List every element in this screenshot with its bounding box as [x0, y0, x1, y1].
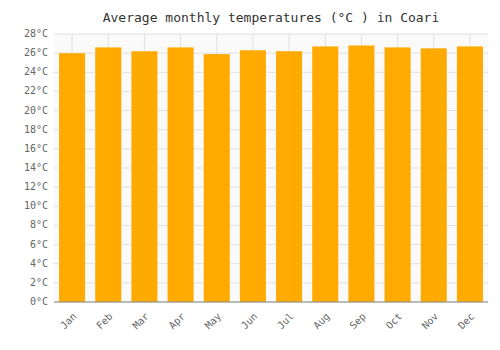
bar [59, 53, 85, 302]
y-tick-label: 12°C [24, 181, 48, 192]
bars [59, 45, 483, 302]
bar [131, 51, 157, 302]
bar [95, 47, 121, 302]
x-tick-label: Oct [384, 311, 405, 332]
x-tick-label: Jul [275, 311, 296, 332]
grid [54, 34, 488, 302]
y-tick-label: 0°C [30, 296, 48, 307]
y-tick-label: 18°C [24, 124, 48, 135]
page: {"chart_data": {"type": "bar", "title": … [0, 0, 500, 350]
y-tick-label: 26°C [24, 47, 48, 58]
bar [204, 54, 230, 302]
y-grid-line [54, 34, 488, 35]
bar [457, 46, 483, 302]
bar [168, 47, 194, 302]
y-grid-line [54, 302, 488, 303]
bar [385, 47, 411, 302]
x-tick-label: May [203, 311, 224, 332]
bar [240, 50, 266, 302]
bar [421, 48, 447, 302]
y-tick-label: 28°C [24, 28, 48, 39]
y-tick-label: 22°C [24, 85, 48, 96]
x-tick-label: Apr [167, 311, 188, 332]
x-tick-label: Mar [130, 311, 151, 332]
bar [276, 51, 302, 302]
plot-area [54, 34, 488, 302]
x-tick-label: Sep [347, 311, 368, 332]
bar [348, 45, 374, 302]
x-tick-label: Feb [94, 311, 115, 332]
x-tick-label: Jun [239, 311, 260, 332]
y-tick-label: 16°C [24, 143, 48, 154]
bar [312, 46, 338, 302]
y-tick-label: 2°C [30, 277, 48, 288]
y-tick-label: 20°C [24, 105, 48, 116]
x-tick-label: Jan [58, 311, 79, 332]
y-tick-label: 4°C [30, 258, 48, 269]
title: Average monthly temperatures (°C ) in Co… [103, 10, 440, 25]
x-tick-label: Aug [311, 311, 332, 332]
y-tick-label: 24°C [24, 66, 48, 77]
y-tick-label: 10°C [24, 200, 48, 211]
x-tick-label: Nov [420, 311, 441, 332]
x-tick-label: Dec [456, 311, 477, 332]
y-tick-label: 14°C [24, 162, 48, 173]
chart: 0°C 2°C 4°C 6°C 8°C 10°C 12°C 14°C 16°C 18°C 20°C 2… [0, 0, 500, 350]
x-axis-line [54, 302, 488, 303]
y-tick-label: 8°C [30, 219, 48, 230]
y-tick-label: 6°C [30, 239, 48, 250]
